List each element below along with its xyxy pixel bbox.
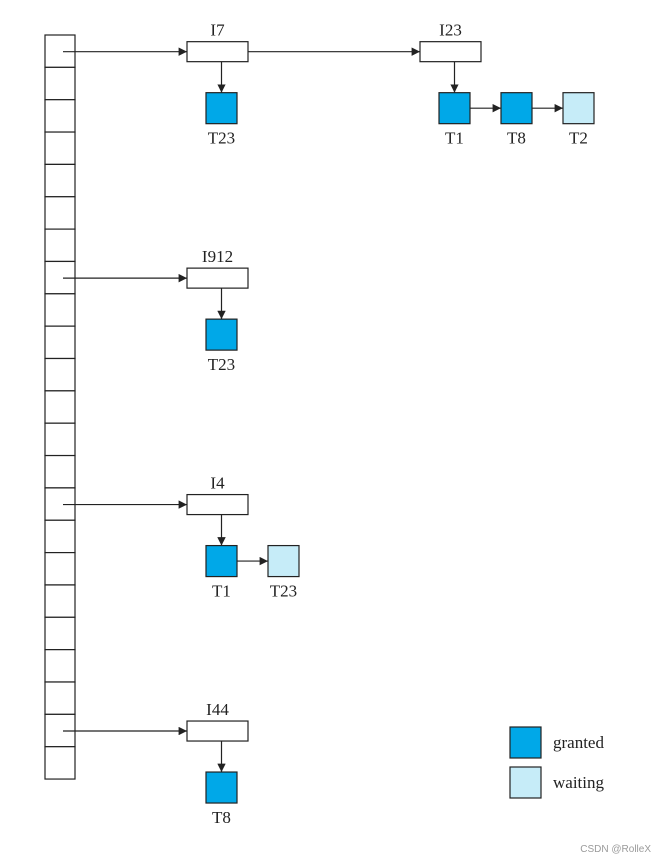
hash-bucket [44,551,76,586]
transaction-label: T23 [208,355,235,374]
transaction-label: T8 [507,129,526,148]
data-item-label: I44 [206,700,229,719]
hash-bucket [44,649,76,683]
legend-granted-label: granted [553,733,604,752]
hash-bucket [44,357,76,392]
data-item-label: I23 [439,21,462,40]
lock-request-waiting [562,92,595,125]
data-item-label: I4 [210,474,225,493]
hash-bucket [44,99,76,133]
hash-bucket [44,746,76,780]
lock-request-granted [205,771,238,804]
lock-request-granted [205,544,238,578]
legend-granted-swatch [509,726,542,759]
lock-request-granted [500,92,533,125]
data-item-label: I7 [210,21,225,40]
hash-bucket [44,584,76,618]
transaction-label: T23 [208,129,235,148]
hash-bucket [44,196,76,230]
hash-bucket [44,293,76,327]
transaction-label: T8 [212,808,231,827]
watermark: CSDN @RolleX [580,844,651,855]
lock-request-granted [205,318,238,351]
legend: granted waiting [509,726,604,799]
hash-bucket [44,681,76,715]
hash-table [44,34,76,780]
hash-bucket [44,325,76,360]
legend-waiting-label: waiting [553,773,604,792]
data-item-header [186,41,249,63]
hash-bucket [44,616,76,651]
hash-bucket [44,66,76,101]
hash-bucket [44,163,76,198]
lock-request-waiting [267,544,300,578]
transaction-label: T1 [212,582,231,601]
hash-bucket [44,422,76,457]
lock-chains: I7 T23 I23 T1 T8 T2 I912 T23 I4 T1 T23 I44 T8 [63,21,595,827]
data-item-header [186,720,249,742]
hash-bucket [44,131,76,166]
hash-bucket [44,390,76,424]
hash-bucket [44,228,76,263]
data-item-header [419,41,482,63]
legend-waiting-swatch [509,766,542,799]
transaction-label: T23 [270,582,297,601]
data-item-label: I912 [202,247,233,266]
transaction-label: T1 [445,129,464,148]
lock-request-granted [205,92,238,125]
data-item-header [186,267,249,289]
transaction-label: T2 [569,129,588,148]
hash-bucket [44,454,76,489]
lock-request-granted [438,92,471,125]
data-item-header [186,493,249,516]
hash-bucket [44,519,76,554]
